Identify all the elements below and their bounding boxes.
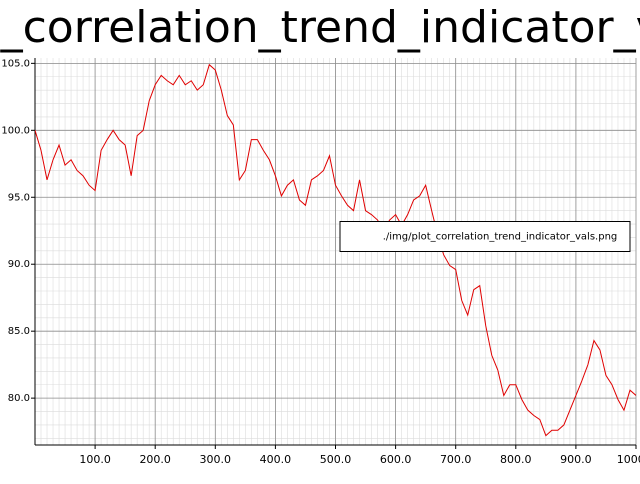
x-tick-label: 500.0 xyxy=(320,453,352,466)
y-tick-label: 105.0 xyxy=(1,58,30,69)
x-tick-label: 1000.0 xyxy=(617,453,640,466)
y-tick-label: 100.0 xyxy=(1,125,30,136)
x-tick-label: 300.0 xyxy=(200,453,232,466)
x-tick-label: 900.0 xyxy=(560,453,592,466)
legend-box xyxy=(339,221,631,252)
x-tick-label: 600.0 xyxy=(380,453,412,466)
x-tick-label: 700.0 xyxy=(440,453,472,466)
x-tick-label: 800.0 xyxy=(500,453,532,466)
x-tick-label: 100.0 xyxy=(79,453,111,466)
chart-title: plot_correlation_trend_indicator_vals xyxy=(0,2,640,53)
x-tick-label: 400.0 xyxy=(260,453,292,466)
y-tick-label: 85.0 xyxy=(8,326,30,337)
x-tick-label: 200.0 xyxy=(139,453,171,466)
legend-label: ./img/plot_correlation_trend_indicator_v… xyxy=(383,232,618,243)
line xyxy=(35,63,636,437)
legend: ./img/plot_correlation_trend_indicator_v… xyxy=(339,221,631,252)
y-tick-label: 90.0 xyxy=(8,259,30,270)
y-tick-label: 80.0 xyxy=(8,393,30,404)
y-tick-label: 95.0 xyxy=(8,192,30,203)
